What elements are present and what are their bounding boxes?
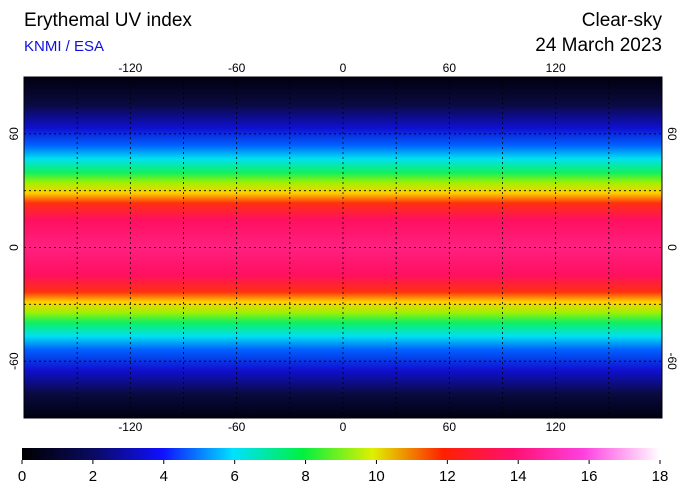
- colorbar-tick-label: 0: [18, 468, 26, 485]
- colorbar-tick-label: 16: [581, 468, 598, 485]
- colorbar-tick-label: 10: [368, 468, 385, 485]
- lon-tick-label: 120: [546, 420, 566, 434]
- lon-tick-label: 60: [443, 61, 457, 75]
- colorbar-tick-label: 8: [301, 468, 309, 485]
- lon-tick-label: -120: [118, 420, 142, 434]
- lat-tick-label: 60: [7, 127, 21, 141]
- labels: -120 -120 -60 -60 0 0 60 60 120 120 -60 -60 0 0 60 60 0 2…: [7, 61, 679, 485]
- sky-label: Clear-sky: [582, 10, 663, 31]
- lat-tick-label: -60: [665, 352, 679, 370]
- colorbar-tick-label: 4: [160, 468, 168, 485]
- map-frame: [23, 76, 663, 419]
- colorbar-tick-label: 6: [230, 468, 238, 485]
- lon-tick-label: 120: [546, 61, 566, 75]
- colorbar-tick-label: 18: [652, 468, 669, 485]
- colorbar-tick-label: 2: [89, 468, 97, 485]
- title: Erythemal UV index: [24, 10, 192, 31]
- lat-tick-label: 0: [665, 244, 679, 251]
- lon-tick-label: -60: [228, 61, 246, 75]
- lon-tick-label: 0: [340, 420, 347, 434]
- lon-tick-label: -120: [118, 61, 142, 75]
- lon-tick-label: 60: [443, 420, 457, 434]
- colorbar-tick-label: 14: [510, 468, 527, 485]
- lat-tick-label: 0: [7, 244, 21, 251]
- lat-tick-label: -60: [7, 352, 21, 370]
- lat-tick-label: 60: [665, 127, 679, 141]
- lon-tick-label: -60: [228, 420, 246, 434]
- source: KNMI / ESA: [24, 38, 104, 55]
- graticule: [24, 77, 662, 418]
- colorbar: [22, 448, 660, 460]
- colorbar-tick-label: 12: [439, 468, 456, 485]
- date: 24 March 2023: [535, 35, 662, 56]
- lon-tick-label: 0: [340, 61, 347, 75]
